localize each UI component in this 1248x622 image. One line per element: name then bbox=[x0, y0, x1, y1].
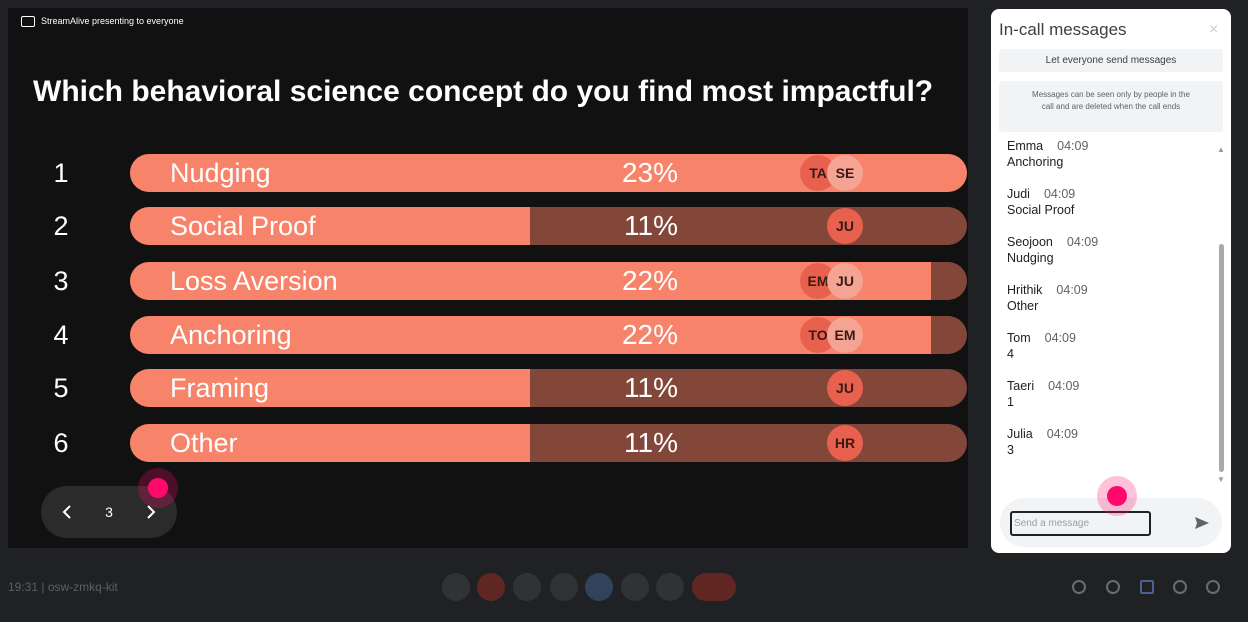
toggle-button[interactable]: Let everyone send messages bbox=[999, 49, 1223, 72]
message-input[interactable]: Send a message bbox=[1010, 511, 1151, 536]
option-label: Framing bbox=[170, 373, 270, 403]
option-label: Other bbox=[170, 428, 238, 458]
message-header: Seojoon 04:09 bbox=[1007, 235, 1098, 249]
mic-button[interactable] bbox=[442, 573, 470, 601]
sender: Emma bbox=[1007, 139, 1044, 153]
sender: Hrithik bbox=[1007, 283, 1043, 297]
message-text: 4 bbox=[1007, 347, 1014, 361]
chat-panel: In-call messages × Let everyone send mes… bbox=[991, 9, 1231, 553]
option-fill bbox=[130, 424, 531, 462]
sender: Tom bbox=[1007, 331, 1031, 345]
timestamp: 04:09 bbox=[1057, 139, 1089, 153]
close-button[interactable]: × bbox=[1209, 21, 1219, 38]
meeting-time: 19:31 bbox=[8, 580, 39, 594]
timestamp: 04:09 bbox=[1056, 283, 1088, 297]
separator: | bbox=[41, 580, 45, 594]
prev-button[interactable] bbox=[59, 504, 75, 520]
cursor-indicator bbox=[148, 478, 168, 498]
timestamp: 04:09 bbox=[1044, 331, 1076, 345]
send-button[interactable] bbox=[1194, 515, 1210, 531]
voter-avatar: JU bbox=[827, 208, 863, 244]
message-header: Hrithik 04:09 bbox=[1007, 283, 1088, 297]
message-text: 1 bbox=[1007, 395, 1014, 409]
present-button[interactable] bbox=[585, 573, 613, 601]
present-icon bbox=[21, 16, 35, 27]
voter-avatar: JU bbox=[827, 263, 863, 299]
option-fill bbox=[130, 369, 531, 407]
sender: Seojoon bbox=[1007, 235, 1053, 249]
chat-button[interactable] bbox=[1140, 580, 1154, 594]
option-number: 5 bbox=[53, 373, 69, 403]
host-controls-button[interactable] bbox=[1206, 580, 1220, 594]
message-text: 3 bbox=[1007, 443, 1014, 457]
timestamp: 04:09 bbox=[1046, 427, 1078, 441]
voter-avatar: EM bbox=[827, 317, 863, 353]
hand-button[interactable] bbox=[621, 573, 649, 601]
voter-avatar: HR bbox=[827, 425, 863, 461]
presenter-banner: StreamAlive presenting to everyone bbox=[41, 16, 184, 26]
message-text: Other bbox=[1007, 299, 1039, 313]
next-button[interactable] bbox=[143, 504, 159, 520]
reactions-button[interactable] bbox=[550, 573, 578, 601]
captions-button[interactable] bbox=[513, 573, 541, 601]
voter-avatar: JU bbox=[827, 370, 863, 406]
option-fill bbox=[130, 262, 931, 300]
option-label: Anchoring bbox=[170, 320, 292, 350]
sender: Judi bbox=[1007, 187, 1030, 201]
option-percent: 11% bbox=[624, 427, 678, 458]
info-button[interactable] bbox=[1072, 580, 1086, 594]
presentation: StreamAlive presenting to everyone Which… bbox=[8, 8, 968, 548]
option-label: Loss Aversion bbox=[170, 266, 338, 296]
option-percent: 23% bbox=[621, 157, 678, 188]
cursor-indicator bbox=[1107, 486, 1127, 506]
option-percent: 22% bbox=[621, 265, 678, 296]
scrollbar[interactable]: ▲ ▼ bbox=[1217, 145, 1225, 484]
meeting-code: osw-zmkq-kit bbox=[47, 580, 118, 594]
option-number: 6 bbox=[53, 428, 69, 458]
message-text: Nudging bbox=[1007, 251, 1054, 265]
option-number: 2 bbox=[53, 211, 69, 241]
leave-button[interactable] bbox=[692, 573, 736, 601]
meeting-info: 19:31 | osw-zmkq-kit bbox=[8, 580, 118, 594]
option-percent: 11% bbox=[624, 372, 678, 403]
chat-title: In-call messages bbox=[999, 20, 1127, 39]
poll-question: Which behavioral science concept do you … bbox=[33, 75, 934, 108]
option-percent: 11% bbox=[624, 210, 678, 241]
option-number: 3 bbox=[53, 266, 69, 296]
message-composer: Send a message bbox=[1000, 498, 1222, 547]
message-header: Tom 04:09 bbox=[1007, 331, 1076, 345]
timestamp: 04:09 bbox=[1043, 187, 1076, 201]
timestamp: 04:09 bbox=[1048, 379, 1080, 393]
activities-button[interactable] bbox=[1173, 580, 1187, 594]
option-bar bbox=[130, 369, 967, 407]
timestamp: 04:09 bbox=[1066, 235, 1099, 249]
message-text: Anchoring bbox=[1007, 155, 1064, 169]
message-header: Julia 04:09 bbox=[1007, 427, 1078, 441]
option-fill bbox=[130, 207, 531, 245]
chat-notice: Messages can be seen only by people in t… bbox=[999, 81, 1223, 132]
page-number: 3 bbox=[105, 504, 113, 520]
more-button[interactable] bbox=[656, 573, 684, 601]
option-bar bbox=[130, 424, 967, 462]
option-fill bbox=[130, 316, 931, 354]
camera-button[interactable] bbox=[477, 573, 505, 601]
voter-avatar: SE bbox=[827, 155, 863, 191]
option-label: Nudging bbox=[170, 158, 271, 188]
sender: Julia bbox=[1007, 427, 1033, 441]
people-button[interactable] bbox=[1106, 580, 1120, 594]
option-number: 1 bbox=[53, 158, 69, 188]
message-header: Judi 04:09 bbox=[1007, 187, 1075, 201]
option-number: 4 bbox=[53, 320, 69, 350]
sender: Taeri bbox=[1007, 379, 1035, 393]
message-header: Emma 04:09 bbox=[1007, 139, 1088, 153]
option-percent: 22% bbox=[621, 319, 678, 350]
message-header: Taeri 04:09 bbox=[1007, 379, 1079, 393]
option-label: Social Proof bbox=[170, 211, 316, 241]
message-text: Social Proof bbox=[1007, 203, 1075, 217]
